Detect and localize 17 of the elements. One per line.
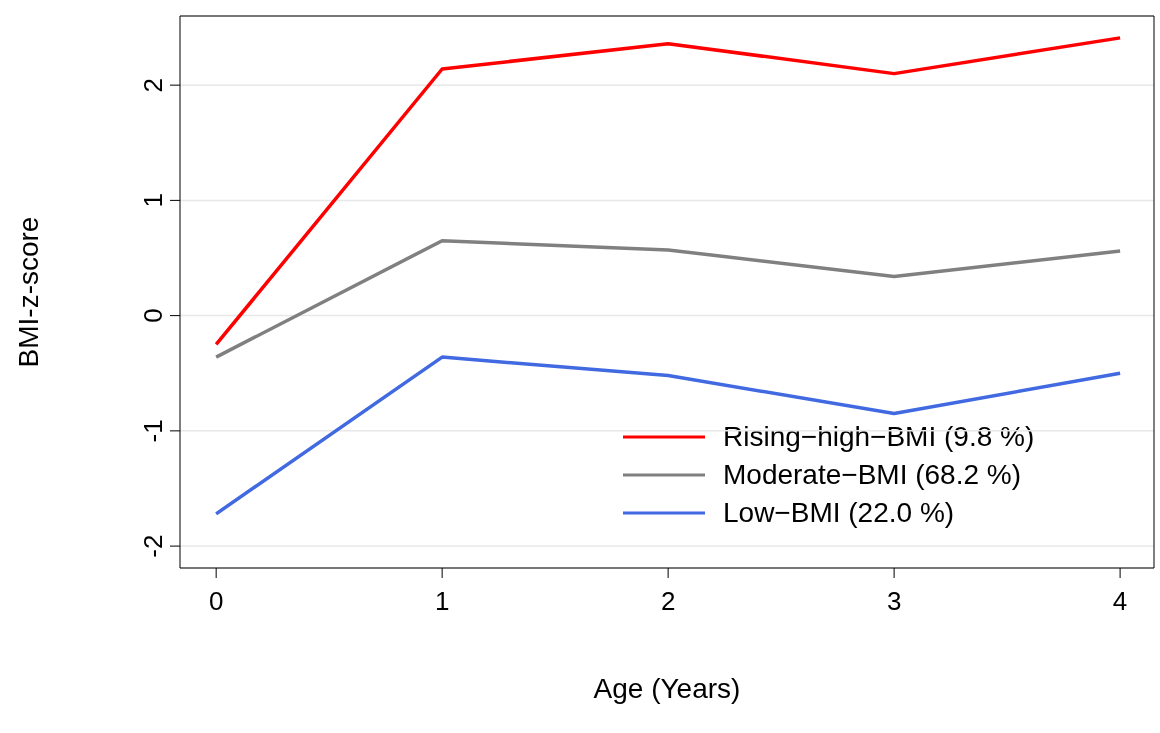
x-tick-label: 3 [886,586,902,617]
x-tick-label: 4 [1112,586,1128,617]
y-tick-label: -1 [138,419,168,443]
legend-label: Low−BMI (22.0 %) [723,497,955,529]
y-axis-title: BMI-z-score [12,216,44,368]
x-axis-title: Age (Years) [593,673,741,704]
y-tick-label: 0 [138,308,168,323]
x-tick-label: 0 [208,586,224,617]
y-tick-label: 1 [138,193,168,208]
legend-label: Rising−high−BMI (9.8 %) [723,421,1035,453]
line-series [214,238,1122,359]
line-series [214,36,1122,347]
y-tick-label: 2 [138,77,168,93]
x-tick-label: 1 [434,586,450,617]
legend-label: Moderate−BMI (68.2 %) [723,459,1022,491]
x-tick-label: 2 [660,586,676,617]
y-tick-label: -2 [138,534,168,558]
